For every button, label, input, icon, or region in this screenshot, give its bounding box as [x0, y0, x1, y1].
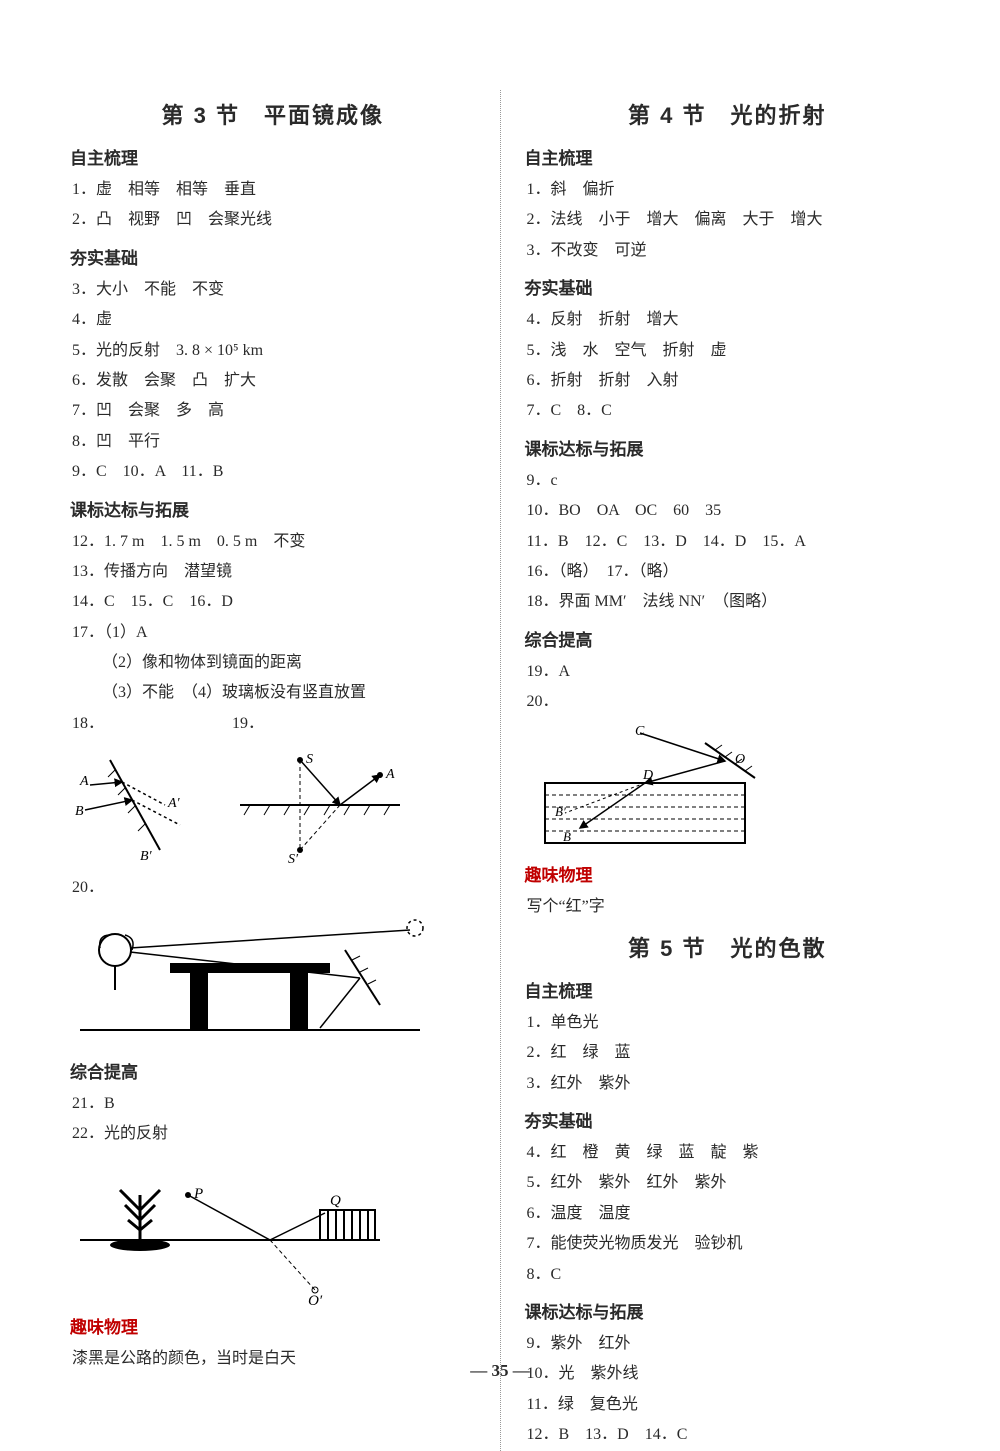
heading-quwei: 趣味物理	[525, 861, 931, 886]
label-Bp: B′	[555, 804, 566, 819]
heading-kebiao: 课标达标与拓展	[70, 496, 476, 521]
right-column: 第 4 节 光的折射 自主梳理 1．斜 偏折 2．法线 小于 增大 偏离 大于 …	[525, 90, 931, 1451]
answer-line: 2．凸 视野 凹 会聚光线	[70, 205, 476, 235]
heading-zizhu: 自主梳理	[525, 977, 931, 1002]
label-Ap: A′	[167, 796, 181, 811]
answer-line: 4．反射 折射 增大	[525, 305, 931, 335]
answer-line: 9．c	[525, 466, 931, 496]
heading-quwei: 趣味物理	[70, 1313, 476, 1338]
answer-line: 14．C 15．C 16．D	[70, 587, 476, 617]
label-Qp: Q′	[308, 1293, 323, 1305]
answer-line: 19．A	[525, 657, 931, 687]
heading-zonghe: 综合提高	[525, 626, 931, 651]
answer-line: 1．单色光	[525, 1008, 931, 1038]
answer-line: 4．虚	[70, 305, 476, 335]
answer-line: 1．虚 相等 相等 垂直	[70, 175, 476, 205]
answer-line: 7．C 8．C	[525, 396, 931, 426]
figure-18: A B A′ B′	[70, 745, 200, 865]
label-S: S	[306, 752, 313, 767]
heading-kebiao: 课标达标与拓展	[525, 435, 931, 460]
answer-line: 18．	[70, 709, 200, 739]
answer-line: 20．	[70, 873, 476, 903]
heading-kebiao: 课标达标与拓展	[525, 1298, 931, 1323]
answer-line: 7．凹 会聚 多 高	[70, 396, 476, 426]
answer-line: 21．B	[70, 1089, 476, 1119]
answer-line: 2．红 绿 蓝	[525, 1038, 931, 1068]
heading-hangshi: 夯实基础	[525, 1107, 931, 1132]
heading-zizhu: 自主梳理	[525, 144, 931, 169]
answer-line: 13．传播方向 潜望镜	[70, 557, 476, 587]
answer-line: 3．大小 不能 不变	[70, 275, 476, 305]
answer-line: （2）像和物体到镜面的距离	[70, 648, 476, 678]
answer-line: 8．C	[525, 1260, 931, 1290]
answer-line: 4．红 橙 黄 绿 蓝 靛 紫	[525, 1138, 931, 1168]
answer-line: 10．BO OA OC 60 35	[525, 496, 931, 526]
answer-line: 22．光的反射	[70, 1119, 476, 1149]
answer-line: 19．	[230, 709, 410, 739]
answer-line: （3）不能 （4）玻璃板没有竖直放置	[70, 678, 476, 708]
answer-line: 写个“红”字	[525, 892, 931, 922]
answer-line: 9．C 10．A 11．B	[70, 457, 476, 487]
heading-zonghe: 综合提高	[70, 1058, 476, 1083]
heading-zizhu: 自主梳理	[70, 144, 476, 169]
answer-line: 6．发散 会聚 凸 扩大	[70, 366, 476, 396]
figure-22: P Q Q′	[70, 1155, 476, 1305]
label-O: O	[735, 752, 745, 767]
answer-line: 12．1. 7 m 1. 5 m 0. 5 m 不变	[70, 527, 476, 557]
answer-line: 20．	[525, 687, 931, 717]
answer-line: 12．B 13．D 14．C	[525, 1420, 931, 1450]
label-B: B	[563, 829, 571, 844]
answer-line: 5．光的反射 3. 8 × 10⁵ km	[70, 336, 476, 366]
answer-line: 6．折射 折射 入射	[525, 366, 931, 396]
heading-hangshi: 夯实基础	[525, 274, 931, 299]
answer-line: 3．不改变 可逆	[525, 236, 931, 266]
label-Bp: B′	[140, 849, 153, 864]
answer-line: 3．红外 紫外	[525, 1069, 931, 1099]
figure-20	[70, 910, 476, 1050]
answer-line: 18．界面 MM′ 法线 NN′ （图略）	[525, 587, 931, 617]
answer-line: 16．（略） 17．（略）	[525, 557, 931, 587]
answer-line: 1．斜 偏折	[525, 175, 931, 205]
figure-19: S A S′	[230, 745, 410, 865]
label-Sp: S′	[288, 852, 299, 865]
answer-line: 7．能使荧光物质发光 验钞机	[525, 1229, 931, 1259]
left-column: 第 3 节 平面镜成像 自主梳理 1．虚 相等 相等 垂直 2．凸 视野 凹 会…	[70, 90, 476, 1451]
answer-line: 5．红外 紫外 红外 紫外	[525, 1168, 931, 1198]
label-C: C	[635, 724, 645, 739]
section3-title: 第 3 节 平面镜成像	[70, 98, 476, 130]
heading-hangshi: 夯实基础	[70, 244, 476, 269]
label-A: A	[79, 774, 89, 789]
answer-line: 17．（1）A	[70, 618, 476, 648]
answer-line: 8．凹 平行	[70, 427, 476, 457]
answer-line: 2．法线 小于 增大 偏离 大于 增大	[525, 205, 931, 235]
label-D: D	[642, 768, 653, 783]
page-number: — 35 —	[0, 1361, 1000, 1381]
label-P: P	[193, 1186, 203, 1202]
answer-line: 6．温度 温度	[525, 1199, 931, 1229]
answer-line: 9．紫外 红外	[525, 1329, 931, 1359]
label-A: A	[385, 767, 395, 782]
label-B: B	[75, 804, 84, 819]
label-Q: Q	[330, 1193, 341, 1209]
section5-title: 第 5 节 光的色散	[525, 931, 931, 963]
page-columns: 第 3 节 平面镜成像 自主梳理 1．虚 相等 相等 垂直 2．凸 视野 凹 会…	[70, 90, 930, 1451]
answer-line: 11．B 12．C 13．D 14．D 15．A	[525, 527, 931, 557]
section4-title: 第 4 节 光的折射	[525, 98, 931, 130]
figure-r20: C O D B′ B	[525, 723, 931, 853]
answer-line: 5．浅 水 空气 折射 虚	[525, 336, 931, 366]
column-divider	[500, 90, 501, 1451]
